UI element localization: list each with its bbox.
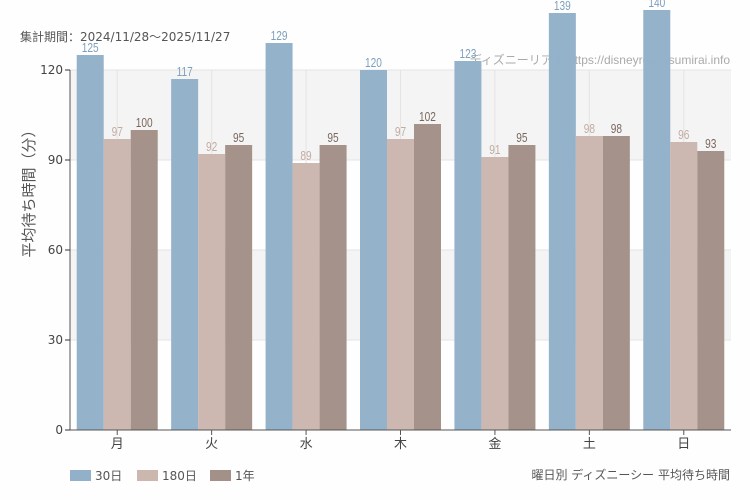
- value-label: 95: [327, 131, 338, 145]
- x-tick-label: 水: [300, 437, 313, 452]
- bar: [319, 145, 347, 430]
- value-label: 93: [705, 137, 716, 151]
- bar: [76, 55, 104, 430]
- bar: [225, 145, 253, 430]
- x-tick-label: 金: [488, 436, 501, 452]
- legend: 30日 180日 1年: [70, 469, 255, 483]
- value-label: 117: [177, 65, 193, 79]
- x-tick-label: 木: [394, 437, 407, 452]
- value-label: 140: [648, 0, 665, 10]
- period-label: 集計期間：2024/11/28〜2025/11/27: [20, 29, 230, 44]
- bar: [670, 142, 698, 430]
- value-label: 95: [516, 131, 527, 145]
- y-tick-label: 0: [55, 423, 63, 437]
- value-label: 98: [584, 122, 595, 136]
- value-label: 97: [112, 125, 123, 139]
- x-tick-label: 土: [583, 437, 596, 452]
- bar: [198, 154, 226, 430]
- x-tick-label: 日: [677, 437, 690, 452]
- legend-item-1y[interactable]: 1年: [210, 469, 255, 483]
- legend-item-30d[interactable]: 30日: [70, 469, 122, 483]
- bar: [454, 61, 482, 430]
- legend-label-180d: 180日: [162, 469, 197, 483]
- value-label: 96: [678, 128, 689, 142]
- x-axis-ticks: 月火水木金土日: [111, 430, 690, 452]
- value-label: 98: [611, 122, 622, 136]
- bars: [76, 10, 725, 430]
- bar: [103, 139, 131, 430]
- value-label: 102: [419, 110, 436, 124]
- x-tick-label: 火: [205, 437, 218, 452]
- y-axis-label: 平均待ち時間（分）: [20, 122, 38, 257]
- value-label: 129: [271, 29, 288, 43]
- x-tick-label: 月: [111, 437, 124, 452]
- value-label: 95: [233, 131, 244, 145]
- value-label: 139: [554, 0, 571, 13]
- value-label: 97: [395, 125, 406, 139]
- legend-swatch-180d: [137, 470, 158, 481]
- y-tick-label: 60: [48, 243, 63, 257]
- value-label: 91: [489, 143, 500, 157]
- value-label: 123: [459, 47, 476, 61]
- value-label: 89: [300, 149, 311, 163]
- legend-swatch-1y: [210, 470, 231, 481]
- bar: [508, 145, 536, 430]
- bar: [575, 136, 603, 430]
- bar: [360, 70, 387, 430]
- bar: [643, 10, 671, 430]
- watermark: ディズニーリアル https://disneyreal.asumirai.inf…: [470, 52, 731, 67]
- value-label: 100: [136, 116, 153, 130]
- y-tick-label: 30: [48, 333, 63, 347]
- bar: [602, 136, 630, 430]
- legend-label-1y: 1年: [235, 469, 255, 483]
- bar: [130, 130, 158, 430]
- bar: [265, 43, 293, 430]
- chart-caption: 曜日別 ディズニーシー 平均待ち時間: [531, 467, 730, 482]
- bar: [481, 157, 509, 430]
- value-label: 92: [206, 140, 217, 154]
- legend-label-30d: 30日: [95, 469, 122, 483]
- y-tick-label: 90: [48, 153, 63, 167]
- y-axis-ticks: 0 30 60 90 120: [40, 63, 70, 437]
- legend-swatch-30d: [70, 470, 91, 481]
- legend-item-180d[interactable]: 180日: [137, 469, 197, 483]
- bar: [387, 139, 414, 430]
- bar: [414, 124, 441, 430]
- bar: [171, 79, 199, 430]
- bar: [292, 163, 320, 430]
- value-label: 120: [365, 56, 382, 70]
- bar: [548, 13, 576, 430]
- value-label: 125: [82, 41, 99, 55]
- bar: [697, 151, 725, 430]
- value-labels: 125 97 100 117 92 95 129 89 95 120 97 102 123 91 95 139…: [82, 0, 717, 163]
- y-tick-label: 120: [40, 63, 63, 77]
